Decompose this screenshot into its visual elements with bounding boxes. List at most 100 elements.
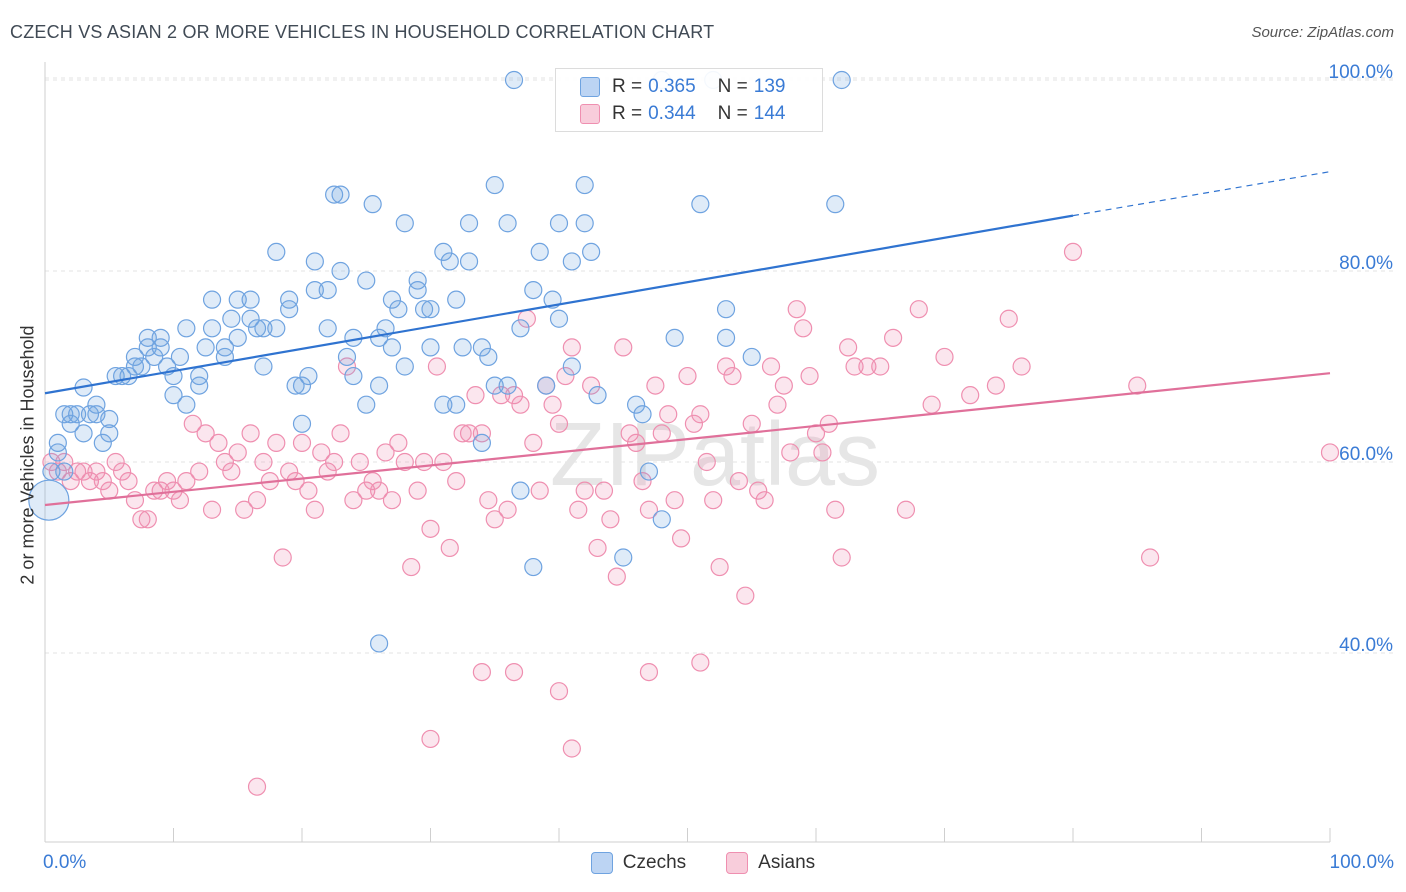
scatter-point bbox=[215, 452, 234, 472]
legend-n-value-asians: 144 bbox=[753, 103, 786, 124]
scatter-point bbox=[427, 357, 447, 376]
scatter-point bbox=[813, 443, 832, 462]
scatter-point bbox=[331, 424, 350, 443]
scatter-point bbox=[337, 347, 357, 367]
scatter-point bbox=[299, 481, 318, 500]
scatter-point bbox=[170, 347, 190, 367]
scatter-point bbox=[562, 739, 581, 758]
scatter-point bbox=[254, 319, 273, 338]
scatter-point bbox=[1063, 242, 1083, 261]
scatter-point bbox=[106, 452, 125, 472]
scatter-point bbox=[582, 242, 601, 261]
scatter-point bbox=[48, 443, 67, 462]
scatter-point bbox=[74, 462, 93, 481]
scatter-point bbox=[716, 300, 736, 319]
scatter-point bbox=[755, 491, 774, 510]
legend-swatch-asians bbox=[580, 104, 600, 124]
scatter-point bbox=[414, 452, 434, 472]
scatter-point bbox=[999, 309, 1018, 328]
scatter-point bbox=[305, 252, 324, 271]
scatter-point bbox=[614, 548, 633, 567]
scatter-point bbox=[896, 500, 916, 519]
scatter-point bbox=[408, 271, 427, 290]
scatter-point bbox=[774, 376, 793, 395]
scatter-point bbox=[453, 424, 472, 443]
scatter-point bbox=[48, 433, 67, 452]
legend-r-value-asians: 0.344 bbox=[648, 103, 696, 124]
scatter-point bbox=[370, 481, 389, 500]
scatter-point bbox=[228, 328, 247, 347]
scatter-point bbox=[202, 290, 222, 309]
scatter-point bbox=[504, 70, 524, 90]
scatter-point bbox=[325, 185, 344, 204]
scatter-point bbox=[61, 405, 80, 424]
bottom-legend-swatch-czechs bbox=[590, 852, 613, 874]
scatter-point bbox=[530, 242, 549, 261]
scatter-point bbox=[607, 567, 626, 586]
scatter-point bbox=[549, 414, 569, 433]
scatter-point bbox=[190, 462, 209, 481]
scatter-point bbox=[447, 290, 466, 309]
scatter-point bbox=[395, 357, 414, 376]
scatter-point bbox=[363, 472, 382, 491]
scatter-point bbox=[254, 357, 273, 376]
scatter-point bbox=[787, 300, 806, 319]
bottom-legend-label-czechs: Czechs bbox=[622, 852, 687, 873]
scatter-point bbox=[370, 376, 389, 395]
scatter-point bbox=[395, 214, 414, 233]
scatter-point bbox=[325, 452, 344, 472]
scatter-point bbox=[382, 491, 402, 510]
scatter-point bbox=[132, 510, 151, 529]
scatter-point bbox=[575, 214, 594, 233]
bottom-legend-asians[interactable]: Asians bbox=[726, 852, 815, 874]
x-axis-min-label: 0.0% bbox=[43, 852, 87, 873]
chart-title: CZECH VS ASIAN 2 OR MORE VEHICLES IN HOU… bbox=[10, 22, 715, 42]
scatter-point bbox=[357, 395, 376, 414]
scatter-point bbox=[832, 70, 851, 90]
scatter-point bbox=[742, 414, 761, 433]
scatter-point bbox=[177, 319, 196, 338]
legend-box: R = 0.365 N = 139 R = 0.344 N = 144 bbox=[555, 68, 823, 132]
scatter-point bbox=[55, 405, 74, 424]
scatter-point bbox=[761, 357, 781, 376]
scatter-point bbox=[177, 395, 196, 414]
scatter-point bbox=[639, 500, 659, 519]
scatter-point bbox=[691, 653, 710, 672]
legend-n-value-czechs: 139 bbox=[753, 76, 786, 97]
scatter-point bbox=[485, 510, 504, 529]
scatter-point bbox=[305, 281, 324, 300]
scatter-point bbox=[749, 481, 768, 500]
scatter-point bbox=[408, 281, 427, 300]
bottom-legend-czechs[interactable]: Czechs bbox=[590, 852, 687, 874]
trendline-asians bbox=[44, 372, 1331, 507]
scatter-point bbox=[241, 290, 260, 309]
scatter-point bbox=[299, 366, 318, 386]
scatter-point bbox=[80, 405, 100, 424]
scatter-point bbox=[125, 347, 145, 367]
scatter-point bbox=[543, 395, 562, 414]
x-axis-max-label: 100.0% bbox=[1329, 852, 1394, 873]
scatter-point bbox=[697, 452, 716, 472]
scatter-point bbox=[292, 376, 312, 395]
scatter-point bbox=[376, 443, 395, 462]
scatter-point bbox=[922, 395, 941, 414]
scatter-point bbox=[87, 462, 106, 481]
scatter-point bbox=[652, 510, 671, 529]
scatter-point bbox=[472, 433, 491, 452]
y-tick-label: 80.0% bbox=[1339, 253, 1393, 274]
scatter-point bbox=[524, 281, 543, 300]
scatter-point bbox=[562, 338, 581, 357]
scatter-point bbox=[241, 309, 260, 328]
scatter-point bbox=[280, 290, 299, 309]
legend-r-label: R = bbox=[612, 103, 643, 124]
scatter-point bbox=[389, 300, 408, 319]
scatter-point bbox=[363, 195, 382, 214]
scatter-point bbox=[100, 409, 119, 429]
scatter-point bbox=[87, 395, 106, 414]
scatter-point bbox=[832, 548, 851, 567]
scatter-point bbox=[382, 290, 402, 309]
scatter-point bbox=[337, 357, 357, 376]
scatter-point bbox=[678, 366, 697, 386]
scatter-point bbox=[196, 424, 215, 443]
scatter-point bbox=[434, 452, 453, 472]
